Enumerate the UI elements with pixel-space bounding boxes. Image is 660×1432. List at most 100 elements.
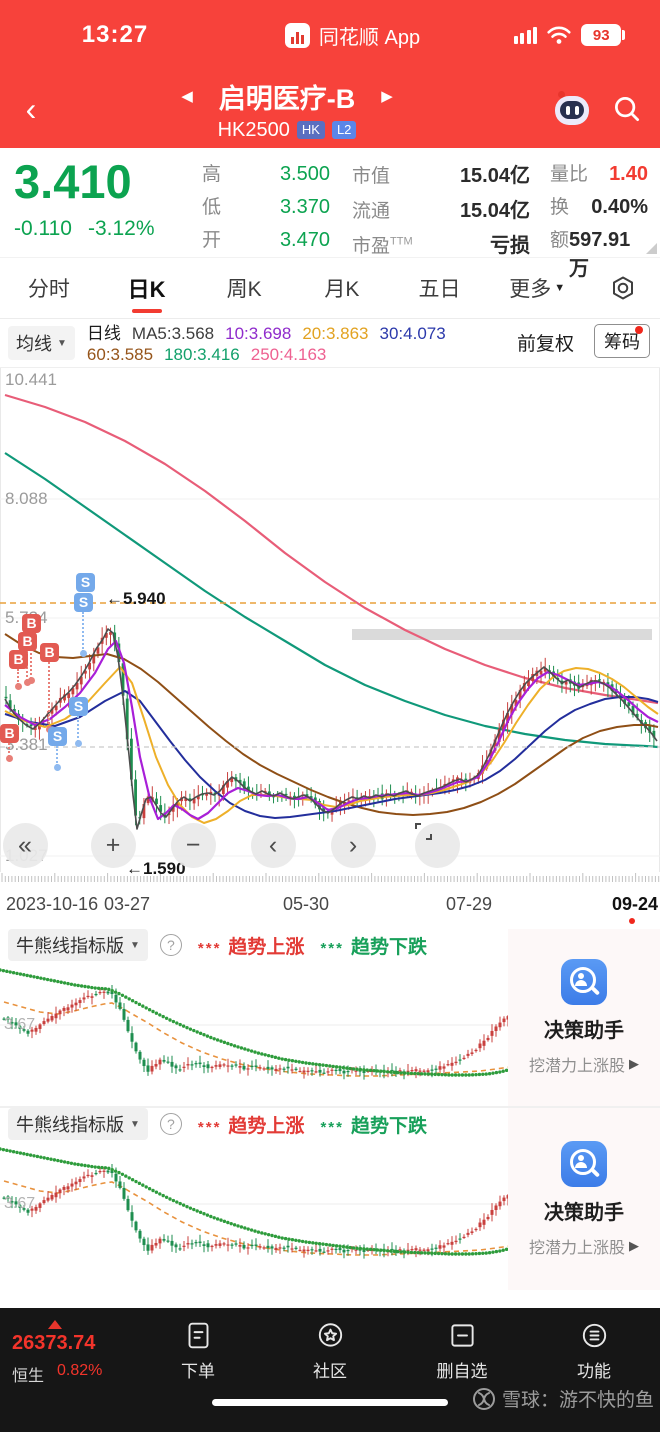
- price-change-pct: -3.12%: [88, 217, 155, 240]
- x-axis-label: 03-27: [104, 894, 151, 914]
- tab-分时[interactable]: 分时: [27, 278, 70, 301]
- assistant-subtitle: 挖潜力上涨股 ▶: [528, 1237, 639, 1257]
- tab-五日[interactable]: 五日: [418, 278, 461, 301]
- ai-robot-button[interactable]: [552, 91, 590, 126]
- price-annotation: ←1.590: [126, 859, 186, 878]
- fast-backward-button[interactable]: «: [2, 823, 48, 868]
- x-axis-label: 05-30: [283, 894, 330, 914]
- back-button[interactable]: ‹: [25, 91, 37, 127]
- nav-下单[interactable]: 下单: [132, 1320, 264, 1432]
- ma-dropdown-label: 均线: [16, 334, 52, 354]
- pan-left-button[interactable]: ‹: [250, 823, 296, 868]
- sell-marker: S: [74, 593, 93, 657]
- fullscreen-button[interactable]: [414, 823, 460, 868]
- zoom-out-button[interactable]: −: [170, 823, 216, 868]
- stock-title: 启明医疗-B: [218, 83, 356, 114]
- quote-stats-left: 高 3.500 低 3.370 开 3.470: [202, 156, 330, 257]
- chevron-down-icon: ▼: [130, 939, 140, 951]
- search-icon[interactable]: [612, 94, 642, 124]
- snowball-logo-icon: [472, 1387, 495, 1410]
- period-tabs: 分时 日K 周K 月K 五日 更多 ▼: [0, 258, 660, 319]
- chip-button-label: 筹码: [604, 332, 640, 352]
- x-axis-label: 07-29: [446, 894, 493, 914]
- arrow-right-icon: ▶: [629, 1056, 639, 1071]
- index-change-pct: 0.82%: [57, 1362, 103, 1379]
- up-arrow-icon: [48, 1320, 62, 1329]
- y-axis-label: 8.088: [5, 489, 48, 508]
- nav-功能[interactable]: 功能: [528, 1320, 660, 1432]
- tab-周K[interactable]: 周K: [226, 278, 262, 301]
- pan-right-button[interactable]: ›: [330, 823, 376, 868]
- ma-value: 250:4.163: [250, 345, 327, 364]
- hang-seng-index-button[interactable]: 26373.74 恒生 0.82%: [0, 1320, 132, 1432]
- home-indicator[interactable]: [212, 1399, 448, 1406]
- quote-stat: 市盈TTM 亏损: [352, 235, 530, 257]
- bottom-nav: 26373.74 恒生 0.82% 下单 社区 删自选 功能 雪球：游不快的鱼: [0, 1308, 660, 1432]
- tab-日K[interactable]: 日K: [98, 258, 196, 318]
- quote-panel[interactable]: 3.410 -0.110 -3.12% 高 3.500 低 3.370 开 3.470 市…: [0, 148, 660, 280]
- gear-icon: [613, 276, 634, 300]
- watermark: 雪球：游不快的鱼: [472, 1385, 654, 1412]
- legend-item: *** 趋势下跌: [320, 1115, 427, 1137]
- chevron-down-icon: ▼: [554, 282, 566, 294]
- chip-distribution-button[interactable]: 筹码: [594, 324, 650, 358]
- chart-settings-button[interactable]: [586, 258, 660, 318]
- adjust-mode-button[interactable]: 前复权: [516, 334, 574, 355]
- quote-stat: 额 597.91万: [550, 229, 631, 280]
- buy-marker: B: [22, 614, 41, 684]
- next-stock-button[interactable]: ▶: [381, 87, 393, 105]
- assistant-title: 决策助手: [544, 1201, 624, 1224]
- nav-删自选[interactable]: 删自选: [396, 1320, 528, 1432]
- prev-stock-button[interactable]: ◀: [181, 87, 193, 105]
- status-app: 同花顺 App: [230, 21, 475, 50]
- level2-badge: L2: [331, 121, 357, 139]
- ma-period-label: 日线: [86, 324, 121, 343]
- ma-dropdown-button[interactable]: 均线 ▼: [8, 326, 75, 360]
- ma-value: 20:3.863: [302, 324, 369, 343]
- ma-toolbar: 均线 ▼ 日线 MA5:3.568 10:3.698 20:3.863 30:4.073 …: [0, 319, 660, 367]
- magnifier-app-icon: [561, 1140, 607, 1187]
- main-candlestick-chart[interactable]: 10.4418.0885.7343.3811.027←5.940←1.590SS…: [0, 367, 660, 887]
- battery-icon: 93: [581, 24, 626, 46]
- bull-bear-panel-2: 牛熊线指标版 ▼? *** 趋势上涨 *** 趋势下跌 3.67 决策助手挖潜力上涨股 ▶: [0, 1108, 660, 1290]
- legend-item: *** 趋势上涨: [197, 936, 305, 958]
- zoom-in-button[interactable]: +: [90, 823, 136, 868]
- ma-value: 10:3.698: [225, 324, 292, 343]
- help-icon[interactable]: ?: [159, 934, 182, 956]
- header: ‹ ◀ 启明医疗-B ▶ HK2500 HK L2: [0, 70, 660, 148]
- ma-value: 60:3.585: [86, 345, 154, 364]
- tab-月K[interactable]: 月K: [324, 278, 360, 301]
- panel-axis-label: 3.67: [4, 1195, 36, 1212]
- decision-assistant-card[interactable]: 决策助手 挖潜力上涨股 ▶: [508, 929, 660, 1106]
- buy-marker: B: [40, 643, 59, 733]
- signal-strength-icon: [513, 26, 538, 44]
- assistant-subtitle: 挖潜力上涨股 ▶: [528, 1056, 639, 1075]
- status-bar: 13:27 同花顺 App 93: [0, 0, 660, 70]
- decision-assistant-card[interactable]: 决策助手挖潜力上涨股 ▶: [508, 1108, 660, 1290]
- x-axis-label: 09-24: [612, 894, 659, 914]
- ma-value: MA5:3.568: [131, 324, 215, 343]
- buy-marker: B: [18, 632, 37, 686]
- index-name: 恒生: [12, 1368, 45, 1385]
- legend-item: *** 趋势上涨: [197, 1115, 305, 1137]
- quote-stat: 高 3.500: [202, 163, 330, 185]
- battery-level: 93: [592, 26, 610, 44]
- panel-axis-label: 3.67: [4, 1016, 36, 1033]
- index-value: 26373.74: [12, 1332, 96, 1354]
- nav-label: 社区: [313, 1362, 347, 1381]
- quote-stat: 量比 1.40: [550, 163, 648, 185]
- sell-marker: S: [48, 727, 67, 771]
- chevron-down-icon: ▼: [130, 1118, 140, 1130]
- nav-label: 删自选: [436, 1362, 488, 1381]
- nav-社区[interactable]: 社区: [264, 1320, 396, 1432]
- divider: [0, 1106, 660, 1108]
- indicator-dropdown-button[interactable]: 牛熊线指标版 ▼: [8, 929, 148, 961]
- quote-stat: 流通 15.04亿: [352, 200, 530, 222]
- tab-more[interactable]: 更多 ▼: [509, 278, 566, 301]
- date-axis: 2023-10-16 03-27 05-30 07-29 09-24: [0, 887, 660, 929]
- indicator-dropdown-button[interactable]: 牛熊线指标版 ▼: [8, 1108, 148, 1140]
- price-change: -0.110: [14, 217, 72, 240]
- status-time: 13:27: [81, 21, 149, 48]
- current-day-dot: [629, 918, 635, 924]
- help-icon[interactable]: ?: [159, 1113, 182, 1135]
